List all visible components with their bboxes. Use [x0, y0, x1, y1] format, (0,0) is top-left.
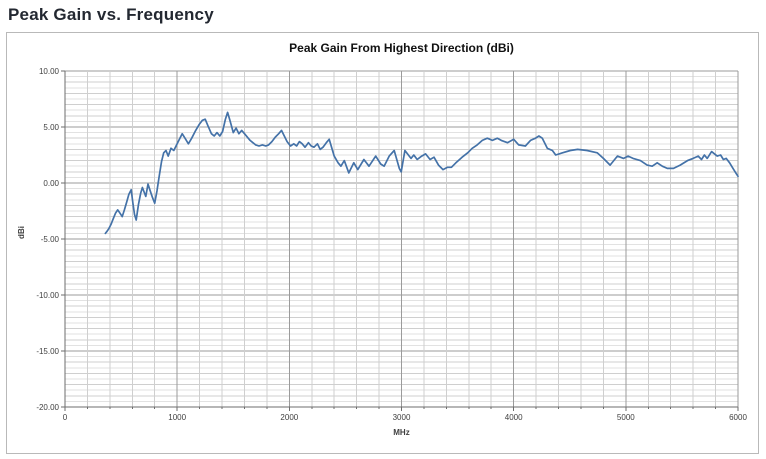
x-tick-label: 3000 [392, 413, 411, 422]
x-tick-label: 0 [62, 413, 68, 422]
page-title: Peak Gain vs. Frequency [8, 5, 214, 24]
x-tick-label: 2000 [280, 413, 299, 422]
chart-title: Peak Gain From Highest Direction (dBi) [289, 41, 514, 55]
x-tick-label: 6000 [729, 413, 747, 422]
x-tick-label: 1000 [168, 413, 187, 422]
x-axis-title: MHz [393, 428, 410, 437]
plot-wrap [61, 70, 739, 411]
y-tick-label: -20.00 [36, 402, 59, 412]
y-tick-label: 5.00 [43, 122, 59, 132]
y-tick-label: -10.00 [36, 290, 59, 300]
chart-container: Peak Gain From Highest Direction (dBi) d… [6, 32, 759, 454]
gain-line-chart [61, 70, 739, 411]
y-tick-label: 10.00 [38, 66, 59, 76]
y-tick-label: -5.00 [40, 234, 59, 244]
x-tick-label: 4000 [504, 413, 523, 422]
y-tick-label: -15.00 [36, 346, 59, 356]
gain-line [104, 111, 739, 235]
y-tick-label: 0.00 [43, 178, 59, 188]
x-tick-label: 5000 [616, 413, 635, 422]
